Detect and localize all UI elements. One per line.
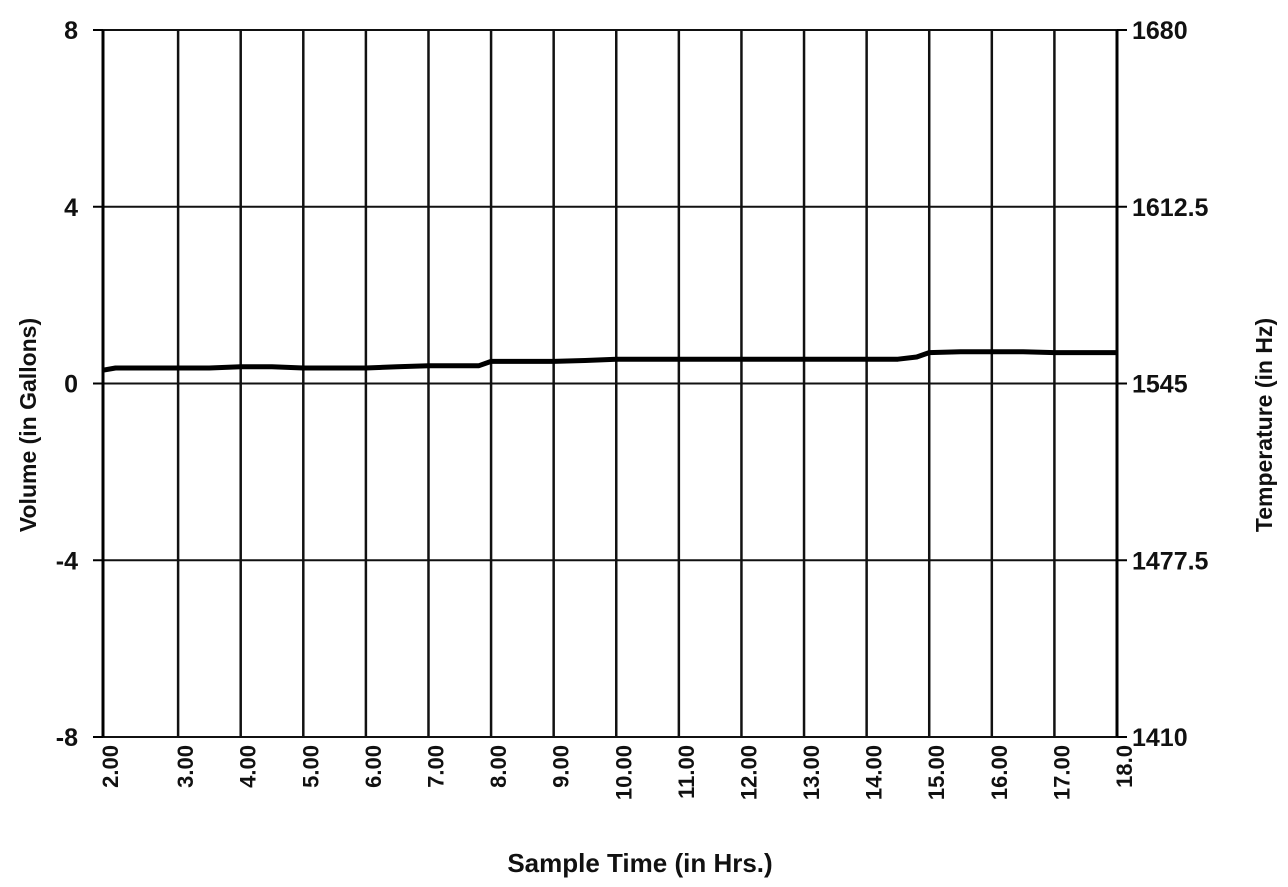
grid-lines — [101, 29, 1119, 738]
x-axis-title: Sample Time (in Hrs.) — [507, 848, 772, 878]
x-tick-label: 9.00 — [549, 745, 574, 788]
x-tick-label: 16.00 — [987, 745, 1012, 800]
x-tick-label: 7.00 — [423, 745, 448, 788]
y2-tick-label: 1545 — [1132, 371, 1188, 399]
x-tick-label: 4.00 — [236, 745, 261, 788]
x-tick-label: 3.00 — [173, 745, 198, 788]
x-tick-label: 6.00 — [361, 745, 386, 788]
y-axis-title: Volume (in Gallons) — [15, 318, 41, 532]
x-tick-label: 14.00 — [862, 745, 887, 800]
x-tick-label: 10.00 — [611, 745, 636, 800]
y2-axis-title: Temperature (in Hz) — [1251, 318, 1277, 532]
x-tick-label: 18.0 — [1112, 745, 1137, 788]
y-tick-label: 4 — [64, 194, 78, 222]
tick-labels: 8 4 0 -4 -8 1680 1612.5 1545 1477.5 1410 2.00 3.00 4… — [56, 17, 1209, 800]
axes — [93, 29, 1127, 738]
x-tick-label: 13.00 — [799, 745, 824, 800]
volume-series-line — [102, 349, 1117, 373]
y-tick-label: -4 — [56, 547, 78, 575]
y-tick-label: 8 — [64, 17, 78, 45]
y2-tick-label: 1680 — [1132, 17, 1188, 45]
x-tick-label: 17.00 — [1049, 745, 1074, 800]
x-tick-label: 15.00 — [924, 745, 949, 800]
y-tick-label: -8 — [56, 724, 78, 752]
data-series — [102, 349, 1117, 373]
x-tick-label: 5.00 — [298, 745, 323, 788]
x-tick-label: 11.00 — [674, 745, 699, 799]
y2-tick-label: 1477.5 — [1132, 547, 1209, 575]
x-tick-label: 8.00 — [486, 745, 511, 788]
y-tick-label: 0 — [64, 371, 78, 399]
x-tick-label: 12.00 — [736, 745, 761, 800]
y2-tick-label: 1410 — [1132, 724, 1188, 752]
x-tick-label: 2.00 — [98, 745, 123, 788]
y2-tick-label: 1612.5 — [1132, 194, 1209, 222]
